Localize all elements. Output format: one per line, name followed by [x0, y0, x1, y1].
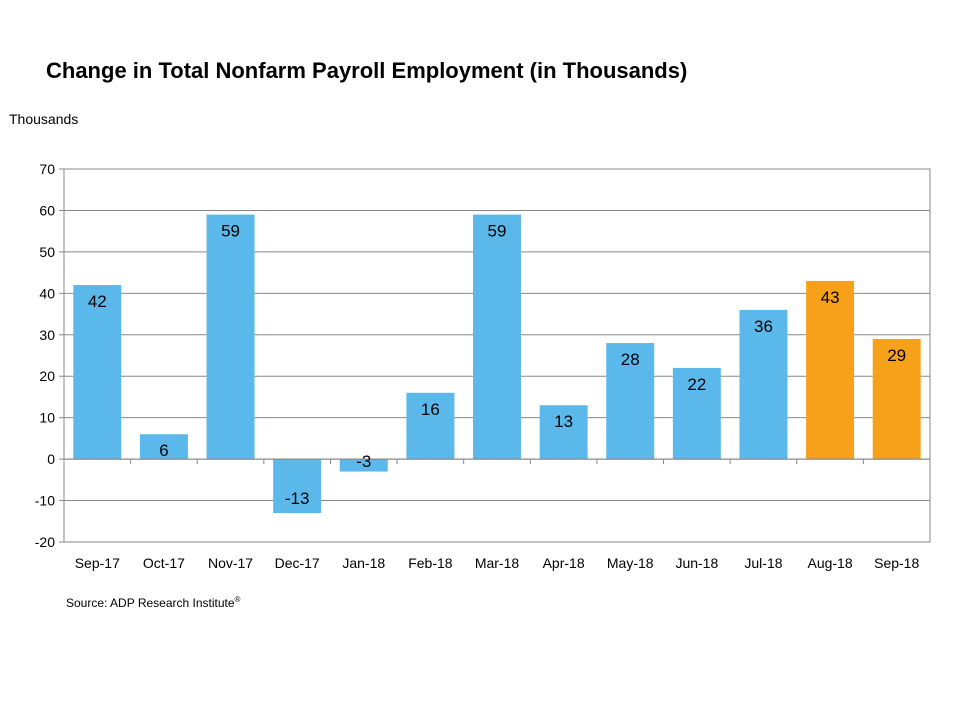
x-tick-label: Oct-17 [143, 555, 185, 571]
data-label: 43 [821, 288, 840, 307]
y-tick-label: 40 [39, 285, 55, 301]
data-label: 29 [887, 346, 906, 365]
data-label: 28 [621, 350, 640, 369]
data-label: 42 [88, 292, 107, 311]
bar-dec-17 [273, 459, 322, 513]
x-tick-label: Sep-17 [75, 555, 120, 571]
bar-jan-18 [339, 459, 388, 472]
x-tick-label: Nov-17 [208, 555, 253, 571]
y-tick-label: -10 [35, 493, 55, 509]
x-tick-label: Jun-18 [675, 555, 718, 571]
y-tick-label: 30 [39, 327, 55, 343]
bar-nov-17 [206, 214, 255, 460]
y-tick-labels: -20 -10 0 10 20 30 40 50 60 70 [35, 161, 55, 550]
bar-jun-18 [672, 367, 721, 460]
bar-may-18 [606, 343, 655, 460]
bar-sep-18 [872, 338, 921, 460]
plot-border [63, 168, 931, 543]
y-tick-label: 10 [39, 410, 55, 426]
data-label: 13 [554, 412, 573, 431]
y-tick-label: 50 [39, 244, 55, 260]
bar-mar-18 [473, 214, 521, 460]
y-tick-label: 0 [47, 451, 55, 467]
x-tick-label: Feb-18 [408, 555, 453, 571]
x-tick-label: Dec-17 [275, 555, 320, 571]
data-label: 59 [488, 222, 507, 241]
data-label: -3 [356, 452, 371, 471]
y-tick-label: -20 [35, 534, 55, 550]
bar-feb-18 [406, 392, 455, 460]
x-tick-label: Apr-18 [543, 555, 585, 571]
y-tick-label: 60 [39, 202, 55, 218]
data-label: 6 [159, 441, 168, 460]
chart-title: Change in Total Nonfarm Payroll Employme… [46, 58, 688, 83]
bar-oct-17 [139, 434, 188, 460]
x-tick-label: Jan-18 [342, 555, 385, 571]
bar-jul-18 [739, 309, 788, 460]
x-tick-label: Jul-18 [744, 555, 782, 571]
x-tick-labels: Sep-17 Oct-17 Nov-17 Dec-17 Jan-18 Feb-18 Mar-… [75, 555, 920, 571]
source-note: Source: ADP Research Institute® [66, 595, 240, 610]
x-tick-label: Aug-18 [807, 555, 852, 571]
data-label: 59 [221, 222, 240, 241]
registered-mark: ® [234, 595, 241, 604]
y-tick-label: 20 [39, 368, 55, 384]
y-tick-label: 70 [39, 161, 55, 177]
data-label: 36 [754, 317, 773, 336]
x-tick-label: Mar-18 [475, 555, 520, 571]
x-tick-label: May-18 [607, 555, 654, 571]
bars [73, 214, 921, 513]
data-label: 16 [421, 400, 440, 419]
bar-aug-18 [806, 280, 855, 460]
x-tick-label: Sep-18 [874, 555, 919, 571]
source-text: Source: ADP Research Institute [66, 596, 235, 610]
data-label: 22 [687, 375, 706, 394]
data-labels: 42 6 59 -13 -3 16 59 13 28 22 36 43 29 [88, 222, 906, 508]
axes [59, 168, 931, 543]
bar-sep-17 [73, 285, 122, 460]
y-axis-label: Thousands [9, 111, 79, 127]
data-label: -13 [285, 489, 310, 508]
bar-apr-18 [539, 405, 588, 460]
